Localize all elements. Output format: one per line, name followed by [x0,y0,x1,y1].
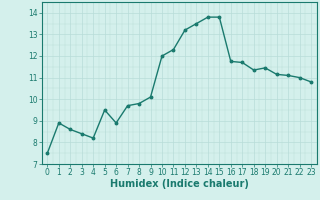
X-axis label: Humidex (Indice chaleur): Humidex (Indice chaleur) [110,179,249,189]
